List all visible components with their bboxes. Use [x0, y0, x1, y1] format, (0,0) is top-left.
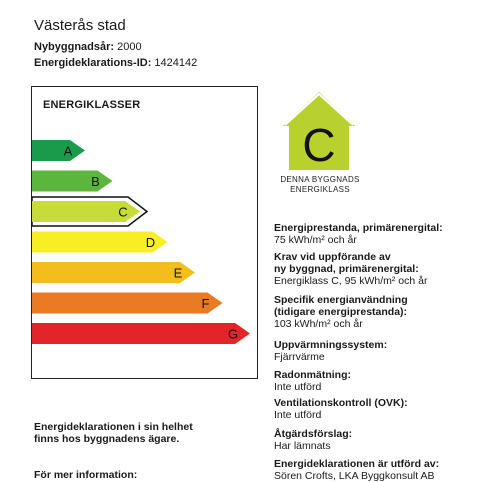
- badge-caption: DENNA BYGGNADS ENERGIKLASS: [262, 175, 378, 195]
- energy-class-arrow: [32, 201, 140, 222]
- energy-class-arrow: [32, 323, 250, 344]
- requirement-label-1: Krav vid uppförande av: [274, 251, 391, 263]
- primary-energy-value: 75 kWh/m² och år: [274, 234, 357, 246]
- heating-system-label: Uppvärmningssystem:: [274, 339, 388, 351]
- heating-system: Uppvärmningssystem: Fjärrvärme: [274, 339, 480, 363]
- radon-label: Radonmätning:: [274, 369, 351, 381]
- more-info-label: För mer information:: [34, 469, 138, 481]
- energy-class-arrow: [32, 262, 195, 283]
- declaration-id-label: Energideklarations-ID:: [34, 57, 152, 69]
- energy-class-f: F: [32, 292, 223, 314]
- ventilation-check: Ventilationskontroll (OVK): Inte utförd: [274, 397, 480, 421]
- badge-letter: C: [302, 119, 335, 171]
- declaration-id-value: 1424142: [154, 57, 198, 69]
- energy-class-arrow: [32, 292, 223, 314]
- energy-class-b: B: [32, 170, 113, 192]
- energy-class-letter: G: [228, 327, 238, 342]
- new-building-requirement: Krav vid uppförande av ny byggnad, primä…: [274, 251, 480, 287]
- energy-class-letter: B: [91, 174, 100, 189]
- measures-label: Åtgärdsförslag:: [274, 428, 353, 440]
- energy-class-badge: C: [283, 92, 355, 171]
- energy-class-a: A: [32, 140, 85, 161]
- energy-class-e: E: [32, 262, 195, 283]
- author-value: Sören Crofts, LKA Byggkonsult AB: [274, 470, 435, 482]
- construction-year-label: Nybyggnadsår:: [34, 41, 115, 53]
- ventilation-value: Inte utförd: [274, 409, 322, 421]
- energy-class-arrow: [32, 140, 85, 161]
- energy-class-g: G: [32, 323, 250, 344]
- owner-note-line-1: Energideklarationen i sin helhet: [34, 421, 193, 433]
- energy-class-letter: F: [202, 296, 210, 311]
- ventilation-label: Ventilationskontroll (OVK):: [274, 397, 408, 409]
- energy-class-panel: [31, 86, 258, 379]
- measures-value: Har lämnats: [274, 440, 331, 452]
- energy-class-arrow: [32, 231, 168, 253]
- owner-note: Energideklarationen i sin helhet finns h…: [34, 421, 193, 445]
- energy-class-arrow: [32, 170, 113, 192]
- energy-class-c: C: [31, 196, 149, 227]
- energy-class-letter: E: [174, 266, 183, 281]
- energy-class-letter: D: [146, 235, 155, 250]
- author-label: Energideklarationen är utförd av:: [274, 458, 440, 470]
- owner-note-line-2: finns hos byggnadens ägare.: [34, 433, 180, 445]
- proposed-measures: Åtgärdsförslag: Har lämnats: [274, 428, 480, 452]
- requirement-value: Energiklass C, 95 kWh/m² och år: [274, 275, 428, 287]
- badge-caption-line-1: DENNA BYGGNADS: [280, 175, 360, 184]
- requirement-label-2: ny byggnad, primärenergital:: [274, 263, 419, 275]
- specific-energy-label-2: (tidigare energiprestanda):: [274, 306, 408, 318]
- declaration-id: Energideklarations-ID: 1424142: [34, 57, 197, 69]
- specific-energy-value: 103 kWh/m² och år: [274, 318, 363, 330]
- energy-class-heading: ENERGIKLASSER: [43, 99, 141, 111]
- energy-class-letter: A: [64, 144, 73, 159]
- energy-class-d: D: [32, 231, 168, 253]
- page-title: Västerås stad: [34, 17, 126, 34]
- badge-caption-line-2: ENERGIKLASS: [290, 185, 350, 194]
- specific-energy-use: Specifik energianvändning (tidigare ener…: [274, 294, 480, 330]
- radon-value: Inte utförd: [274, 381, 322, 393]
- radon-measurement: Radonmätning: Inte utförd: [274, 369, 480, 393]
- specific-energy-label-1: Specifik energianvändning: [274, 294, 408, 306]
- energy-class-letter: C: [118, 205, 127, 220]
- construction-year-value: 2000: [117, 41, 142, 53]
- primary-energy: Energiprestanda, primärenergital: 75 kWh…: [274, 222, 480, 246]
- declaration-author: Energideklarationen är utförd av: Sören …: [274, 458, 480, 482]
- heating-system-value: Fjärrvärme: [274, 351, 325, 363]
- house-roof-outline: [284, 92, 354, 126]
- construction-year: Nybyggnadsår: 2000: [34, 41, 142, 53]
- primary-energy-label: Energiprestanda, primärenergital:: [274, 222, 443, 234]
